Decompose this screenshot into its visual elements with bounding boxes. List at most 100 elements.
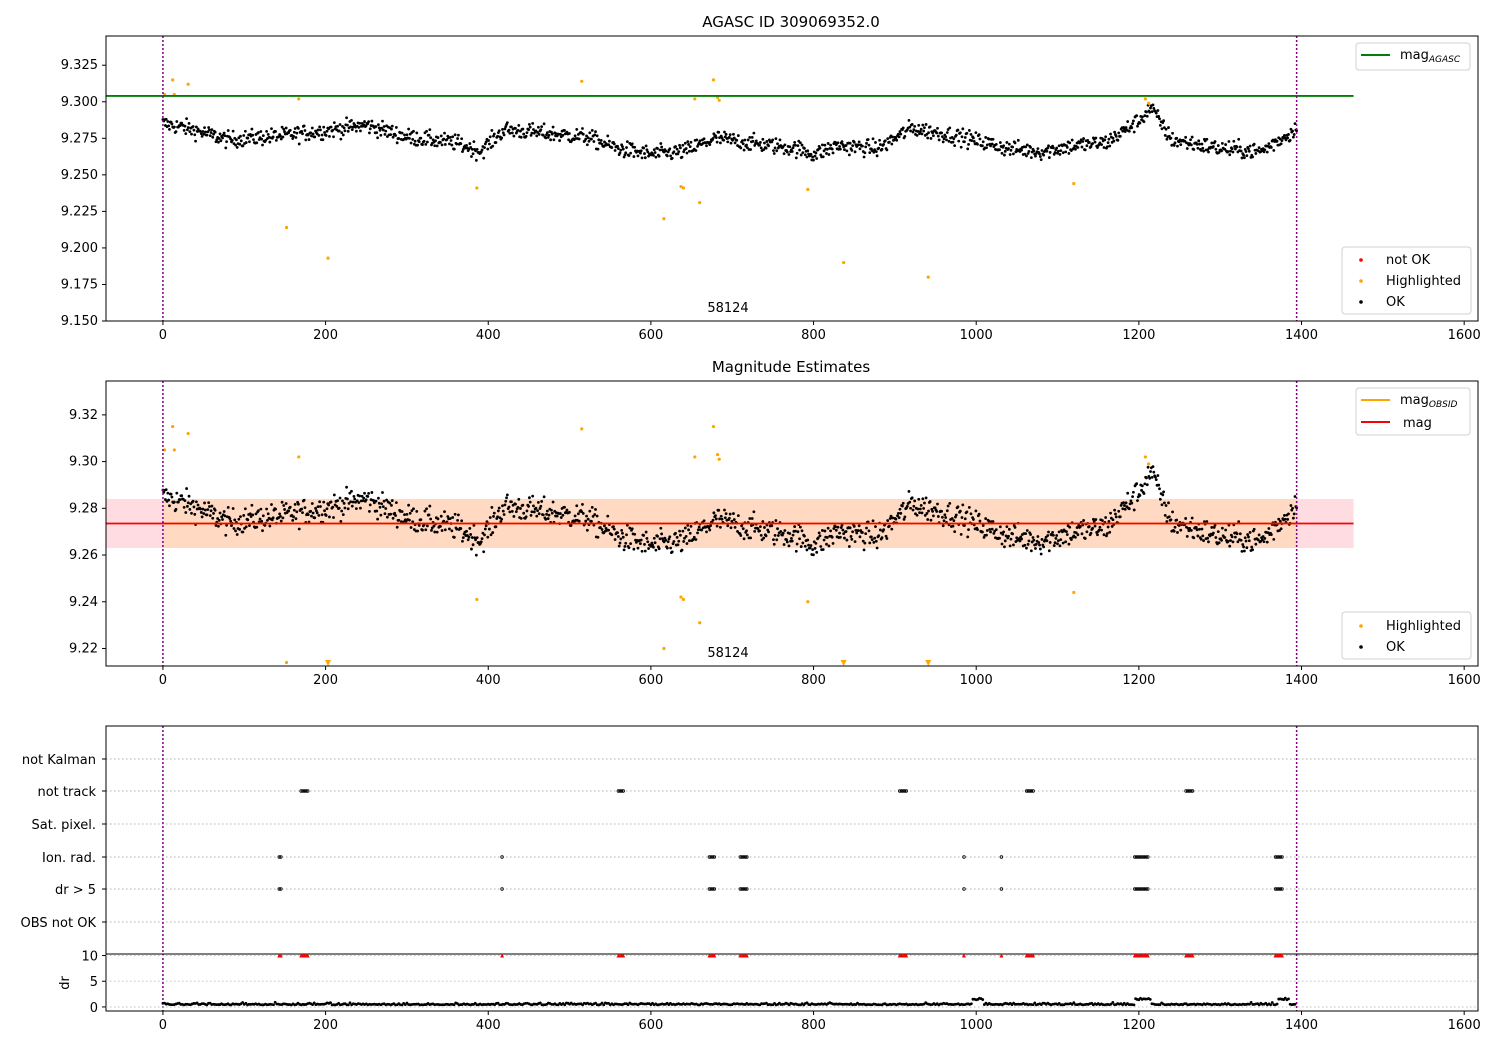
flag-point <box>962 887 966 891</box>
highlighted-point <box>806 187 810 192</box>
ok-point <box>1025 154 1028 158</box>
flag-point <box>500 855 504 859</box>
flag-point <box>1273 887 1278 891</box>
ok-point <box>1056 149 1060 153</box>
ok-point <box>669 154 673 158</box>
ok-point <box>1250 545 1254 549</box>
ok-point <box>375 131 379 135</box>
flag-point <box>1133 855 1137 859</box>
ok-point <box>695 138 699 142</box>
ok-point <box>550 132 554 136</box>
ok-point <box>1135 114 1139 118</box>
ok-point <box>322 500 326 504</box>
ok-point <box>841 143 845 146</box>
ok-point <box>597 138 601 142</box>
offscale-marker <box>925 660 932 666</box>
ok-point <box>1057 144 1061 148</box>
ok-point <box>1061 151 1065 155</box>
ok-point <box>937 138 941 142</box>
highlighted-point <box>1143 97 1147 101</box>
ok-point <box>208 505 211 508</box>
ok-point <box>1247 539 1251 543</box>
ok-point <box>442 519 446 523</box>
ok-point <box>799 545 803 548</box>
ok-point <box>424 528 428 532</box>
ok-point <box>1102 146 1106 149</box>
ok-point <box>352 495 356 498</box>
ok-point <box>1102 533 1106 537</box>
ok-point <box>367 120 371 124</box>
flag-point <box>899 789 904 793</box>
ok-point <box>1056 539 1060 543</box>
ok-point <box>788 145 792 149</box>
ok-point <box>1042 153 1046 157</box>
ok-point <box>750 135 754 139</box>
dr-y-tick-label: 5 <box>90 975 98 990</box>
ok-point <box>1059 149 1063 153</box>
ok-point <box>600 528 604 531</box>
ok-point <box>425 524 429 528</box>
ok-point <box>512 134 516 138</box>
ok-point <box>168 504 171 508</box>
ok-point <box>692 535 696 539</box>
flag-point <box>1029 789 1034 793</box>
ok-point <box>450 143 454 147</box>
flag-point <box>741 887 746 891</box>
ok-point <box>528 496 531 500</box>
ok-point <box>754 139 758 143</box>
ok-point <box>1069 538 1073 541</box>
ok-point <box>1291 135 1295 139</box>
ok-point <box>1165 137 1169 141</box>
ok-point <box>1092 520 1096 523</box>
ok-point <box>772 542 776 546</box>
ok-point <box>665 154 669 158</box>
ok-point <box>1114 515 1118 519</box>
ok-point <box>238 142 242 146</box>
flag-point <box>1144 887 1148 891</box>
ok-point <box>337 129 341 133</box>
ok-point <box>985 529 989 532</box>
legend-swatch-not-ok <box>1359 258 1363 262</box>
ok-point <box>1241 543 1245 546</box>
ok-point <box>167 124 171 128</box>
ok-point <box>310 134 313 138</box>
ok-point <box>1080 145 1084 149</box>
ok-point <box>897 135 901 139</box>
ok-point <box>510 125 513 129</box>
ok-point <box>1229 149 1232 153</box>
ok-point <box>836 141 840 145</box>
ok-point <box>1247 149 1251 153</box>
dr-clipped-marker <box>962 953 967 958</box>
ok-point <box>1163 134 1167 137</box>
ok-point <box>1243 549 1246 553</box>
ok-point <box>1096 533 1099 537</box>
ok-point <box>282 504 286 507</box>
ok-point <box>1228 544 1232 548</box>
ok-point <box>1151 465 1155 469</box>
ok-point <box>357 125 361 129</box>
ok-point <box>1185 534 1189 538</box>
ok-point <box>868 541 872 545</box>
ok-point <box>1080 532 1084 536</box>
ok-point <box>456 513 460 517</box>
ok-point <box>359 129 362 133</box>
ok-point <box>265 130 268 133</box>
ok-point <box>514 510 518 514</box>
ok-point <box>203 501 206 505</box>
ok-point <box>926 136 930 140</box>
ok-point <box>202 132 206 136</box>
ok-point <box>898 130 902 133</box>
ok-point <box>834 141 837 144</box>
ok-point <box>455 527 459 531</box>
ok-point <box>531 494 535 498</box>
ok-point <box>925 512 929 515</box>
ok-point <box>350 128 354 132</box>
ok-point <box>345 123 349 127</box>
ok-point <box>922 129 926 133</box>
ok-point <box>629 151 633 155</box>
x-tick-label: 400 <box>476 1018 501 1033</box>
ok-point <box>731 138 735 142</box>
ok-point <box>395 525 399 529</box>
ok-point <box>342 501 346 505</box>
